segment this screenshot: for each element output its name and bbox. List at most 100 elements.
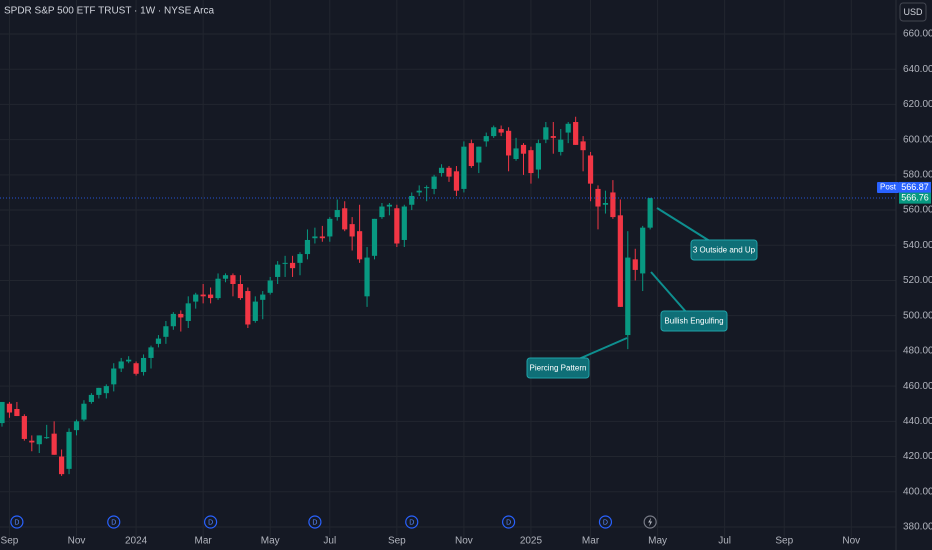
x-tick-label: Sep — [1, 536, 19, 547]
candle-body — [118, 361, 124, 369]
candle-body — [580, 141, 586, 151]
candle-body — [148, 347, 154, 358]
candle-body — [252, 301, 258, 321]
x-tick-label: May — [648, 536, 667, 547]
x-tick-label: May — [261, 536, 280, 547]
candle-body — [446, 167, 452, 177]
candle-body — [409, 195, 415, 205]
candle-body — [21, 416, 27, 439]
candle-body — [297, 254, 303, 263]
dividend-marker — [405, 515, 419, 529]
candle-body — [193, 294, 199, 302]
y-tick-label: 440.00 — [903, 416, 932, 427]
x-tick-label: Sep — [388, 536, 406, 547]
candle-body — [327, 218, 333, 237]
symbol-title: SPDR S&P 500 ETF TRUST · 1W · NYSE Arca — [4, 6, 214, 17]
post-tag: Post — [880, 183, 897, 192]
dividend-marker — [308, 515, 322, 529]
candle-body — [640, 227, 646, 274]
annotation-box — [690, 239, 758, 261]
candle-body — [468, 143, 474, 167]
dividend-marker — [502, 515, 516, 529]
x-tick-label: Nov — [842, 536, 860, 547]
close-price-bg — [899, 192, 931, 204]
candle-body — [51, 433, 57, 455]
candle-body — [215, 278, 221, 299]
candle-body — [520, 144, 527, 154]
x-tick-label: 2025 — [520, 536, 543, 547]
dividend-label: D — [312, 519, 317, 526]
candle-body — [155, 338, 162, 344]
post-tag-bg — [877, 181, 899, 193]
candle-body — [386, 204, 392, 207]
y-tick-label: 460.00 — [903, 381, 932, 392]
candle-body — [319, 236, 325, 239]
candle-body — [558, 139, 564, 152]
candle-body — [66, 431, 72, 469]
y-tick-label: 400.00 — [903, 486, 932, 497]
y-tick-label: 380.00 — [903, 522, 932, 533]
candle-body — [289, 262, 296, 269]
post-price-label: 566.87 — [901, 182, 929, 192]
y-tick-label: 540.00 — [903, 240, 932, 251]
candle-body — [88, 394, 94, 402]
close-price-label: 566.76 — [901, 193, 929, 203]
candle-body — [379, 206, 385, 218]
candle-body — [610, 192, 616, 218]
candle-body — [431, 176, 437, 189]
x-tick-label: Jul — [718, 536, 731, 547]
candle-body — [587, 155, 594, 184]
candle-body — [394, 208, 400, 244]
currency-label[interactable]: USD — [903, 7, 923, 17]
candle-body — [59, 456, 65, 475]
candle-body — [6, 403, 13, 413]
candle-body — [170, 313, 176, 327]
candle-body — [260, 294, 266, 300]
candle-body — [14, 409, 20, 417]
candle-body — [625, 257, 631, 336]
candle-body — [237, 283, 243, 299]
candle-body — [461, 146, 467, 189]
y-tick-label: 520.00 — [903, 275, 932, 286]
candle-body — [44, 437, 50, 439]
annotation-text: Bullish Engulfing — [664, 317, 723, 326]
candle-body — [178, 313, 184, 318]
dividend-marker — [204, 515, 218, 529]
x-tick-label: Jul — [323, 536, 336, 547]
x-tick-label: Sep — [775, 536, 793, 547]
candle-body — [133, 363, 139, 374]
candle-body — [36, 435, 42, 445]
candle-body — [498, 129, 504, 133]
annotation-text: 3 Outside and Up — [693, 246, 756, 255]
candle-body — [312, 236, 318, 239]
candle-body — [535, 143, 541, 170]
y-tick-label: 420.00 — [903, 451, 932, 462]
candle-body — [416, 190, 422, 193]
annotation-text: Piercing Pattern — [530, 364, 587, 373]
candle-body — [140, 357, 147, 373]
candle-body — [543, 127, 549, 140]
currency-button[interactable] — [899, 2, 927, 22]
candle-body — [334, 210, 340, 218]
candle-body — [267, 280, 273, 293]
candle-body — [438, 167, 445, 174]
candle-body — [208, 294, 214, 299]
candle-body — [401, 206, 407, 240]
candle-body — [573, 122, 579, 145]
candle-body — [81, 403, 87, 420]
annotation-box — [660, 310, 728, 332]
candle-body — [565, 123, 571, 133]
y-tick-label: 660.00 — [903, 29, 932, 40]
y-tick-label: 580.00 — [903, 169, 932, 180]
candle-body — [453, 171, 460, 191]
earnings-icon — [648, 517, 653, 527]
candle-body — [73, 421, 80, 431]
candle-body — [550, 136, 556, 138]
candle-body — [513, 148, 519, 159]
dividend-label: D — [409, 519, 414, 526]
x-tick-label: Mar — [582, 536, 600, 547]
candle-body — [29, 440, 35, 443]
candle-body — [275, 264, 281, 277]
x-tick-label: Nov — [455, 536, 473, 547]
candle-body — [230, 275, 236, 284]
